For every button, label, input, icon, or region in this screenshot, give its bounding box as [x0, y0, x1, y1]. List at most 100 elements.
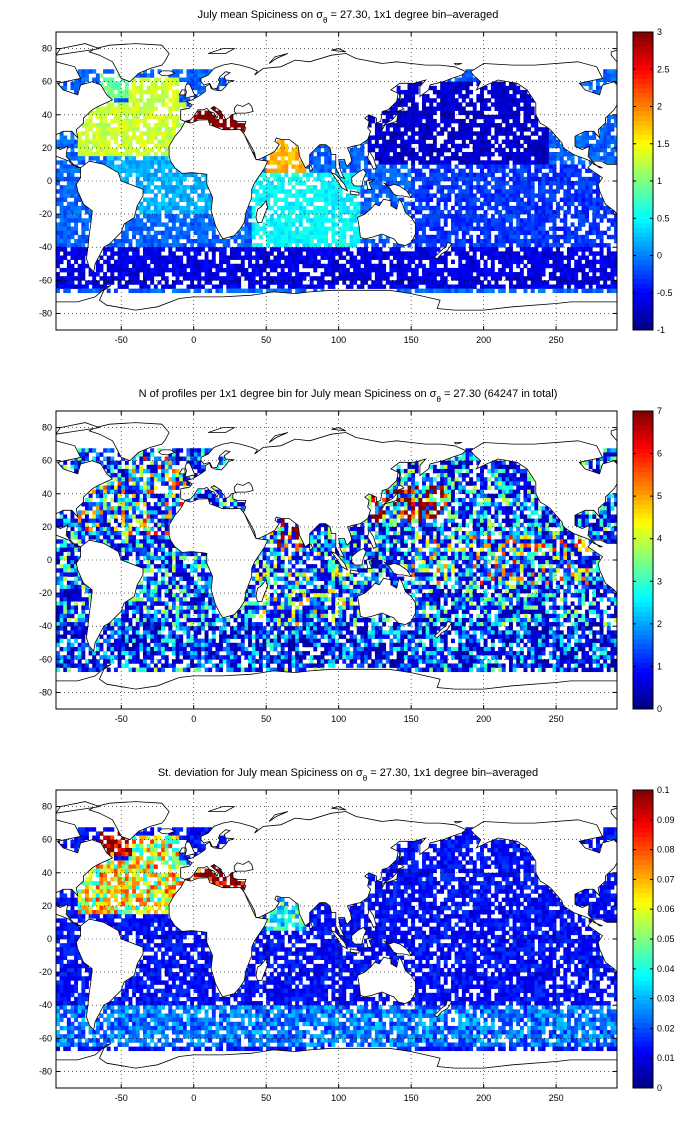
data-cell [291, 251, 296, 256]
data-cell [161, 85, 166, 91]
data-cell [458, 102, 463, 107]
data-cell [208, 280, 213, 285]
data-cell [545, 259, 550, 265]
data-cell [287, 272, 292, 277]
data-cell [414, 238, 419, 244]
data-cell [389, 193, 394, 198]
data-cell [541, 181, 546, 186]
data-cell [200, 226, 205, 231]
data-cell [219, 284, 223, 289]
data-cell [501, 267, 506, 273]
data-cell [298, 181, 303, 186]
data-cell [443, 114, 448, 120]
data-cell [284, 276, 289, 281]
data-cell [113, 243, 118, 248]
data-cell [295, 176, 300, 182]
data-cell [302, 193, 307, 198]
data-cell [429, 288, 434, 294]
data-cell [66, 193, 71, 198]
data-cell [277, 255, 281, 260]
data-cell [581, 214, 586, 219]
data-cell [99, 123, 104, 128]
data-cell [316, 280, 321, 285]
data-cell [465, 73, 470, 78]
data-cell [113, 110, 118, 116]
data-cell [190, 448, 195, 453]
data-cell [99, 81, 104, 87]
x-tick-label: 200 [476, 335, 491, 345]
data-cell [563, 263, 568, 269]
data-cell [139, 160, 144, 165]
data-cell [193, 73, 198, 78]
data-cell [219, 267, 223, 273]
data-cell [219, 81, 223, 87]
data-cell [559, 185, 564, 190]
data-cell [182, 172, 187, 178]
data-cell [110, 89, 115, 95]
data-cell [574, 288, 579, 294]
data-cell [472, 243, 477, 248]
data-cell [248, 234, 252, 240]
data-cell [454, 272, 459, 277]
data-cell [447, 209, 452, 215]
data-cell [440, 114, 445, 120]
data-cell [197, 110, 202, 116]
data-cell [233, 234, 238, 240]
data-cell [128, 243, 133, 248]
data-cell [110, 69, 115, 74]
data-cell [258, 272, 263, 277]
data-cell [360, 205, 365, 211]
data-cell [519, 152, 524, 157]
data-cell [135, 259, 140, 265]
data-cell [335, 222, 339, 227]
data-cell [146, 152, 151, 157]
data-cell [117, 168, 122, 174]
data-cell [498, 181, 503, 186]
data-cell [378, 284, 383, 289]
data-cell [436, 156, 441, 161]
data-cell [556, 152, 561, 157]
data-cell [142, 123, 147, 128]
data-cell [490, 123, 495, 128]
data-cell [251, 205, 256, 211]
data-cell [92, 448, 97, 453]
data-cell [353, 255, 358, 260]
data-cell [208, 69, 213, 74]
data-cell [483, 114, 488, 120]
data-cell [541, 247, 546, 252]
coastline [610, 49, 617, 63]
data-cell [331, 263, 336, 269]
data-cell [335, 267, 339, 273]
data-cell [505, 89, 510, 95]
data-cell [552, 276, 557, 281]
data-cell [349, 263, 354, 269]
data-cell [139, 143, 144, 149]
data-cell [367, 263, 372, 269]
data-cell [559, 156, 564, 161]
data-cell [244, 214, 249, 219]
data-cell [509, 139, 513, 145]
colorbar-segment [633, 311, 653, 317]
data-cell [432, 118, 437, 124]
data-cell [541, 230, 546, 236]
data-cell [501, 176, 506, 182]
data-cell [298, 259, 303, 265]
data-cell [563, 164, 568, 169]
data-cell [389, 197, 394, 202]
data-cell [175, 106, 180, 111]
data-cell [407, 94, 412, 99]
data-cell [595, 209, 600, 215]
data-cell [487, 238, 492, 244]
coastline [383, 182, 413, 199]
data-cell [516, 255, 521, 260]
data-cell [440, 280, 445, 285]
data-cell [483, 226, 488, 231]
data-cell [461, 284, 466, 289]
data-cell [150, 209, 155, 215]
data-cell [595, 147, 600, 153]
data-cell [208, 259, 213, 265]
data-cell [295, 189, 300, 194]
data-cell [509, 152, 513, 157]
data-cell [418, 218, 423, 223]
data-cell [454, 276, 459, 281]
